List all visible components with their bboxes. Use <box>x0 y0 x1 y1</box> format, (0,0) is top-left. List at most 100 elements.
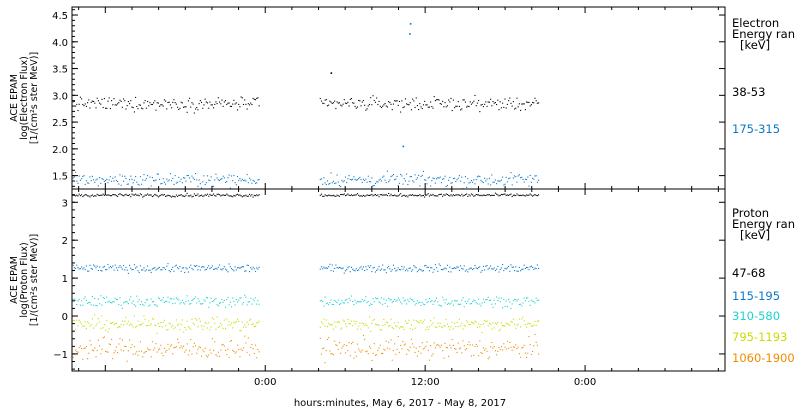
proton-point <box>488 322 490 324</box>
proton-legend-title-line: Proton <box>732 206 769 220</box>
proton-point <box>434 347 436 349</box>
proton-point <box>482 323 484 325</box>
proton-point <box>506 194 508 196</box>
proton-point <box>522 346 524 348</box>
proton-point <box>346 345 348 347</box>
proton-point <box>364 270 366 272</box>
electron-point <box>137 108 139 110</box>
electron-point <box>523 103 525 105</box>
proton-point <box>221 344 223 346</box>
proton-point <box>450 326 452 328</box>
proton-point <box>232 349 234 351</box>
proton-point <box>523 320 525 322</box>
electron-point <box>514 175 516 177</box>
electron-point <box>462 99 464 101</box>
proton-point <box>251 303 253 305</box>
electron-point <box>220 178 222 180</box>
electron-point <box>366 108 368 110</box>
electron-point <box>461 176 463 178</box>
electron-point <box>415 178 417 180</box>
proton-point <box>476 194 478 196</box>
electron-point <box>224 181 227 183</box>
proton-point <box>99 321 101 323</box>
proton-point <box>443 299 445 301</box>
proton-point <box>132 353 134 355</box>
proton-point <box>330 195 332 197</box>
proton-point <box>226 354 228 356</box>
proton-point <box>510 264 512 266</box>
proton-point <box>445 268 447 270</box>
proton-point <box>452 344 454 346</box>
electron-point <box>87 182 89 184</box>
proton-point <box>444 267 446 269</box>
proton-point <box>350 194 353 196</box>
proton-point <box>338 342 341 344</box>
proton-point <box>174 346 176 348</box>
proton-point <box>141 350 143 352</box>
proton-point <box>457 303 459 305</box>
proton-point <box>412 343 414 345</box>
electron-point <box>117 103 119 105</box>
proton-point <box>360 195 362 197</box>
proton-point <box>480 324 482 326</box>
proton-point <box>518 194 520 197</box>
electron-point <box>242 180 245 182</box>
proton-point <box>239 329 241 331</box>
proton-point <box>75 267 77 269</box>
proton-point <box>169 271 171 273</box>
electron-point <box>492 100 494 103</box>
electron-point <box>348 105 350 107</box>
proton-point <box>250 346 252 348</box>
proton-point <box>416 300 418 302</box>
proton-point <box>356 343 359 345</box>
proton-point <box>350 266 353 268</box>
proton-point <box>377 298 379 300</box>
electron-point <box>400 111 402 113</box>
electron-point <box>511 105 513 107</box>
proton-point <box>338 195 341 197</box>
proton-point <box>490 323 492 325</box>
proton-point <box>247 301 249 303</box>
electron-point <box>482 181 484 184</box>
proton-point <box>257 195 259 197</box>
proton-point <box>374 194 377 196</box>
proton-point <box>144 318 146 320</box>
proton-point <box>380 194 383 196</box>
proton-point <box>143 315 145 317</box>
proton-point <box>536 195 538 197</box>
proton-point <box>73 298 75 300</box>
proton-point <box>420 304 422 306</box>
proton-point <box>486 194 488 196</box>
proton-point <box>172 353 174 355</box>
proton-point <box>133 264 135 266</box>
proton-point <box>142 269 144 271</box>
proton-point <box>439 193 441 196</box>
electron-point <box>204 183 206 186</box>
proton-point <box>162 267 164 269</box>
proton-point <box>354 351 356 353</box>
electron-point <box>240 180 242 182</box>
proton-point <box>165 351 167 353</box>
electron-point <box>114 104 116 106</box>
electron-point <box>377 103 379 106</box>
proton-point <box>159 298 161 300</box>
electron-point <box>118 102 120 104</box>
proton-point <box>446 264 448 266</box>
proton-point <box>458 269 460 271</box>
proton-point <box>254 325 257 327</box>
proton-point <box>385 321 387 323</box>
proton-point <box>181 267 183 269</box>
proton-point <box>210 326 212 328</box>
electron-point <box>439 176 441 178</box>
proton-point <box>105 350 107 352</box>
proton-point <box>442 327 444 329</box>
proton-point <box>211 338 213 340</box>
proton-point <box>428 326 430 328</box>
proton-point <box>88 270 90 272</box>
proton-point <box>111 195 113 197</box>
electron-point <box>510 102 512 104</box>
proton-point <box>84 347 86 349</box>
electron-point <box>358 99 360 101</box>
proton-point <box>479 266 481 268</box>
proton-point <box>251 268 253 270</box>
